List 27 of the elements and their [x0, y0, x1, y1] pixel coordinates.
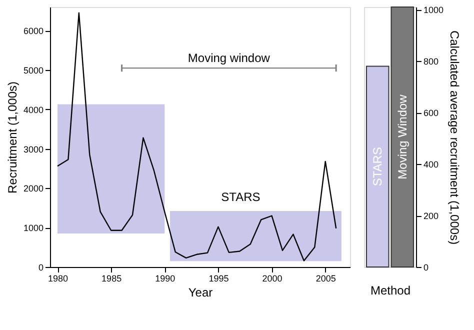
y-tick-label: 0: [38, 262, 44, 272]
series-label: Moving window: [188, 51, 270, 66]
y-tick-label: 3000: [23, 144, 44, 154]
y-tick-label: 1000: [424, 5, 444, 16]
y-tick-label: 6000: [23, 26, 44, 36]
x-tick-label: 2000: [262, 274, 282, 284]
y-tick-label: 0: [424, 262, 429, 272]
x-tick-label: 2005: [316, 274, 336, 284]
y-tick-label: 800: [424, 56, 439, 67]
y-tick-label: 1000: [23, 223, 44, 234]
x-tick-label: 1980: [48, 274, 68, 284]
y-tick-label: 4000: [23, 104, 44, 115]
x-tick-label: 1985: [102, 274, 122, 284]
y-tick-label: 5000: [23, 66, 44, 76]
x-axis-title: Method: [370, 284, 411, 298]
annotation: STARS: [221, 190, 260, 204]
y-axis-title: Calculated average recruitment (1,000s): [448, 30, 462, 245]
y-axis-title: Recruitment (1,000s): [5, 81, 20, 194]
x-tick-label: 1995: [208, 274, 229, 284]
y-tick-label: 2000: [23, 184, 44, 194]
y-tick-label: 200: [424, 211, 439, 222]
line-series: [56, 12, 337, 262]
x-tick-label: 1990: [155, 274, 176, 284]
y-tick-label: 600: [424, 108, 439, 118]
x-tick-label: Moving Window: [395, 94, 410, 180]
x-axis-title: Year: [188, 286, 213, 300]
y-tick-label: 400: [424, 160, 439, 170]
